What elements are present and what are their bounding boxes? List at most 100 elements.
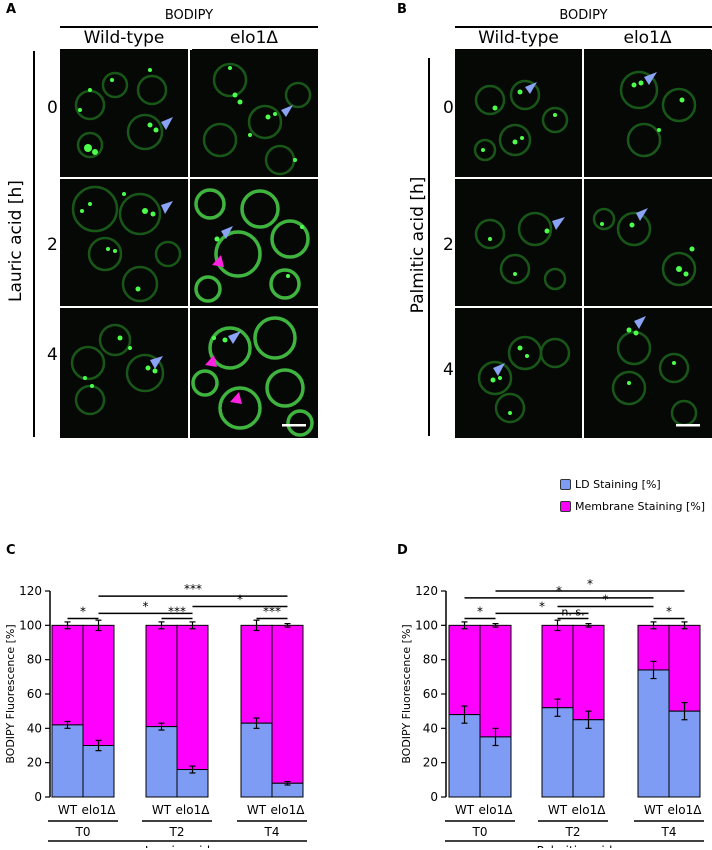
bar-ld-palmitic — [572, 719, 605, 798]
y-tick-label-lauric: 40 — [27, 721, 42, 735]
col-label-elo1-b: elo1Δ — [623, 28, 672, 48]
bar-ld-palmitic — [541, 707, 574, 798]
bar-membrane-palmitic — [541, 624, 574, 709]
category-label-lauric: elo1Δ — [271, 803, 306, 817]
x-axis-label-palmitic: Palmitic acid — [537, 844, 613, 848]
y-tick-label-palmitic: 100 — [415, 618, 438, 632]
bar-membrane-palmitic — [572, 624, 605, 721]
col-rule-elo1-a — [192, 49, 318, 51]
bar-ld-lauric — [145, 726, 178, 798]
y-tick-label-palmitic: 120 — [415, 584, 438, 598]
category-label-palmitic: elo1Δ — [668, 803, 703, 817]
group-label-lauric: T0 — [75, 825, 91, 839]
col-label-elo1-a: elo1Δ — [229, 28, 279, 48]
row-label-2-a: 2 — [47, 235, 58, 255]
significance-label-palmitic: * — [539, 599, 545, 613]
stain-title-b: BODIPY — [559, 8, 608, 23]
micrograph-elo1-2h-lauric — [190, 179, 318, 306]
y-tick-label-palmitic: 80 — [423, 653, 438, 667]
bar-chart-palmitic: 0 20 40 60 80 100 120 BODIPY Fluorescence [%] WT… — [400, 577, 704, 848]
y-axis-label-palmitic: BODIPY Fluorescence [%] — [400, 624, 413, 763]
row-label-2-b: 2 — [443, 235, 454, 255]
category-label-lauric: WT — [58, 803, 78, 817]
category-label-lauric: WT — [247, 803, 267, 817]
row-label-0-b: 0 — [443, 98, 454, 118]
row-label-0-a: 0 — [47, 98, 58, 118]
legend-membrane: Membrane Staining [%] — [560, 500, 705, 513]
significance-label-lauric: *** — [263, 604, 281, 618]
bar-membrane-lauric — [145, 624, 178, 728]
bar-membrane-lauric — [51, 624, 84, 726]
panel-label-c: C — [6, 543, 16, 558]
y-tick-label-palmitic: 20 — [423, 756, 438, 770]
group-label-palmitic: T0 — [472, 825, 488, 839]
row-label-4-a: 4 — [47, 345, 58, 365]
stain-rule-b — [455, 26, 712, 28]
group-label-palmitic: T2 — [565, 825, 581, 839]
micrograph-wt-2h-lauric — [60, 179, 188, 306]
group-label-lauric: T4 — [264, 825, 280, 839]
axis-rule-a — [33, 51, 35, 437]
bar-membrane-lauric — [82, 624, 115, 746]
bar-ld-lauric — [176, 769, 209, 798]
significance-label-lauric: * — [143, 599, 149, 613]
bar-ld-lauric — [82, 745, 115, 798]
axis-label-b: Palmitic acid [h] — [408, 176, 428, 314]
category-label-lauric: elo1Δ — [82, 803, 117, 817]
col-label-wildtype-a: Wild-type — [83, 28, 165, 48]
stain-rule-a — [60, 26, 318, 28]
category-label-palmitic: WT — [548, 803, 568, 817]
group-label-lauric: T2 — [169, 825, 185, 839]
bar-membrane-lauric — [176, 624, 209, 771]
category-label-palmitic: elo1Δ — [479, 803, 514, 817]
col-label-wildtype-b: Wild-type — [478, 28, 559, 48]
bar-membrane-palmitic — [668, 624, 701, 712]
stain-title-a: BODIPY — [164, 8, 214, 23]
bar-ld-palmitic — [637, 669, 670, 798]
micrograph-elo1-0h-palmitic — [584, 50, 712, 177]
group-label-palmitic: T4 — [661, 825, 677, 839]
bar-ld-palmitic — [668, 710, 701, 798]
col-rule-wt-a — [60, 49, 188, 51]
legend-ld-label: LD Staining [%] — [575, 478, 661, 491]
x-axis-label-lauric: Lauric acid — [145, 844, 210, 848]
bar-membrane-palmitic — [479, 624, 512, 738]
category-label-palmitic: WT — [644, 803, 664, 817]
axis-label-a: Lauric acid [h] — [6, 180, 26, 302]
bar-membrane-lauric — [271, 624, 304, 784]
significance-label-palmitic: * — [587, 577, 593, 591]
panel-label-a: A — [6, 2, 17, 17]
axis-rule-b — [428, 58, 430, 436]
category-label-lauric: WT — [152, 803, 172, 817]
category-label-palmitic: elo1Δ — [572, 803, 607, 817]
micrograph-wt-4h-lauric — [60, 308, 188, 438]
col-rule-elo1-b — [584, 49, 711, 51]
y-tick-label-lauric: 60 — [27, 687, 42, 701]
micrograph-wt-0h-palmitic — [455, 50, 582, 177]
bar-ld-lauric — [240, 722, 273, 798]
micrograph-elo1-4h-palmitic — [584, 308, 712, 438]
micrograph-elo1-0h-lauric — [190, 50, 318, 177]
y-tick-label-lauric: 20 — [27, 756, 42, 770]
significance-label-lauric: * — [237, 592, 243, 606]
significance-label-palmitic: * — [603, 592, 609, 606]
legend-ld: LD Staining [%] — [560, 478, 661, 491]
y-tick-label-lauric: 0 — [34, 790, 42, 804]
y-tick-label-lauric: 100 — [19, 618, 42, 632]
y-tick-label-palmitic: 40 — [423, 721, 438, 735]
significance-label-palmitic: * — [666, 604, 672, 618]
bar-membrane-palmitic — [448, 624, 481, 716]
significance-label-lauric: *** — [184, 582, 202, 596]
bar-membrane-lauric — [240, 624, 273, 724]
panel-label-d: D — [397, 543, 408, 558]
category-label-lauric: elo1Δ — [176, 803, 211, 817]
col-rule-wt-b — [455, 49, 582, 51]
bar-ld-palmitic — [479, 736, 512, 798]
micrograph-wt-2h-palmitic — [455, 179, 582, 306]
significance-label-lauric: *** — [168, 604, 186, 618]
legend-membrane-label: Membrane Staining [%] — [575, 500, 706, 513]
y-axis-label-lauric: BODIPY Fluorescence [%] — [4, 624, 17, 763]
bar-ld-lauric — [51, 724, 84, 798]
significance-label-palmitic: * — [477, 604, 483, 618]
panel-label-b: B — [397, 2, 407, 17]
